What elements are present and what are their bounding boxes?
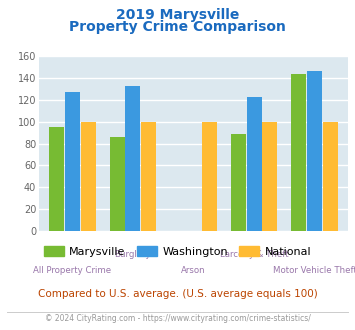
Text: All Property Crime: All Property Crime (33, 266, 111, 275)
Bar (323, 122, 338, 231)
Text: Motor Vehicle Theft: Motor Vehicle Theft (273, 266, 355, 275)
Bar (141, 122, 156, 231)
Bar (125, 85, 140, 231)
Text: © 2024 CityRating.com - https://www.cityrating.com/crime-statistics/: © 2024 CityRating.com - https://www.city… (45, 314, 310, 323)
Text: 2019 Marysville: 2019 Marysville (116, 8, 239, 22)
Bar (262, 122, 277, 231)
Bar (307, 71, 322, 231)
Bar (247, 97, 262, 231)
Text: Arson: Arson (181, 266, 206, 275)
Bar (110, 137, 125, 231)
Text: Burglary: Burglary (115, 250, 151, 259)
Bar (291, 74, 306, 231)
Text: Compared to U.S. average. (U.S. average equals 100): Compared to U.S. average. (U.S. average … (38, 289, 317, 299)
Bar (65, 92, 80, 231)
Legend: Marysville, Washington, National: Marysville, Washington, National (40, 243, 315, 260)
Bar (202, 122, 217, 231)
Bar (49, 127, 64, 231)
Text: Property Crime Comparison: Property Crime Comparison (69, 20, 286, 34)
Text: Larceny & Theft: Larceny & Theft (220, 250, 288, 259)
Bar (81, 122, 95, 231)
Bar (231, 134, 246, 231)
